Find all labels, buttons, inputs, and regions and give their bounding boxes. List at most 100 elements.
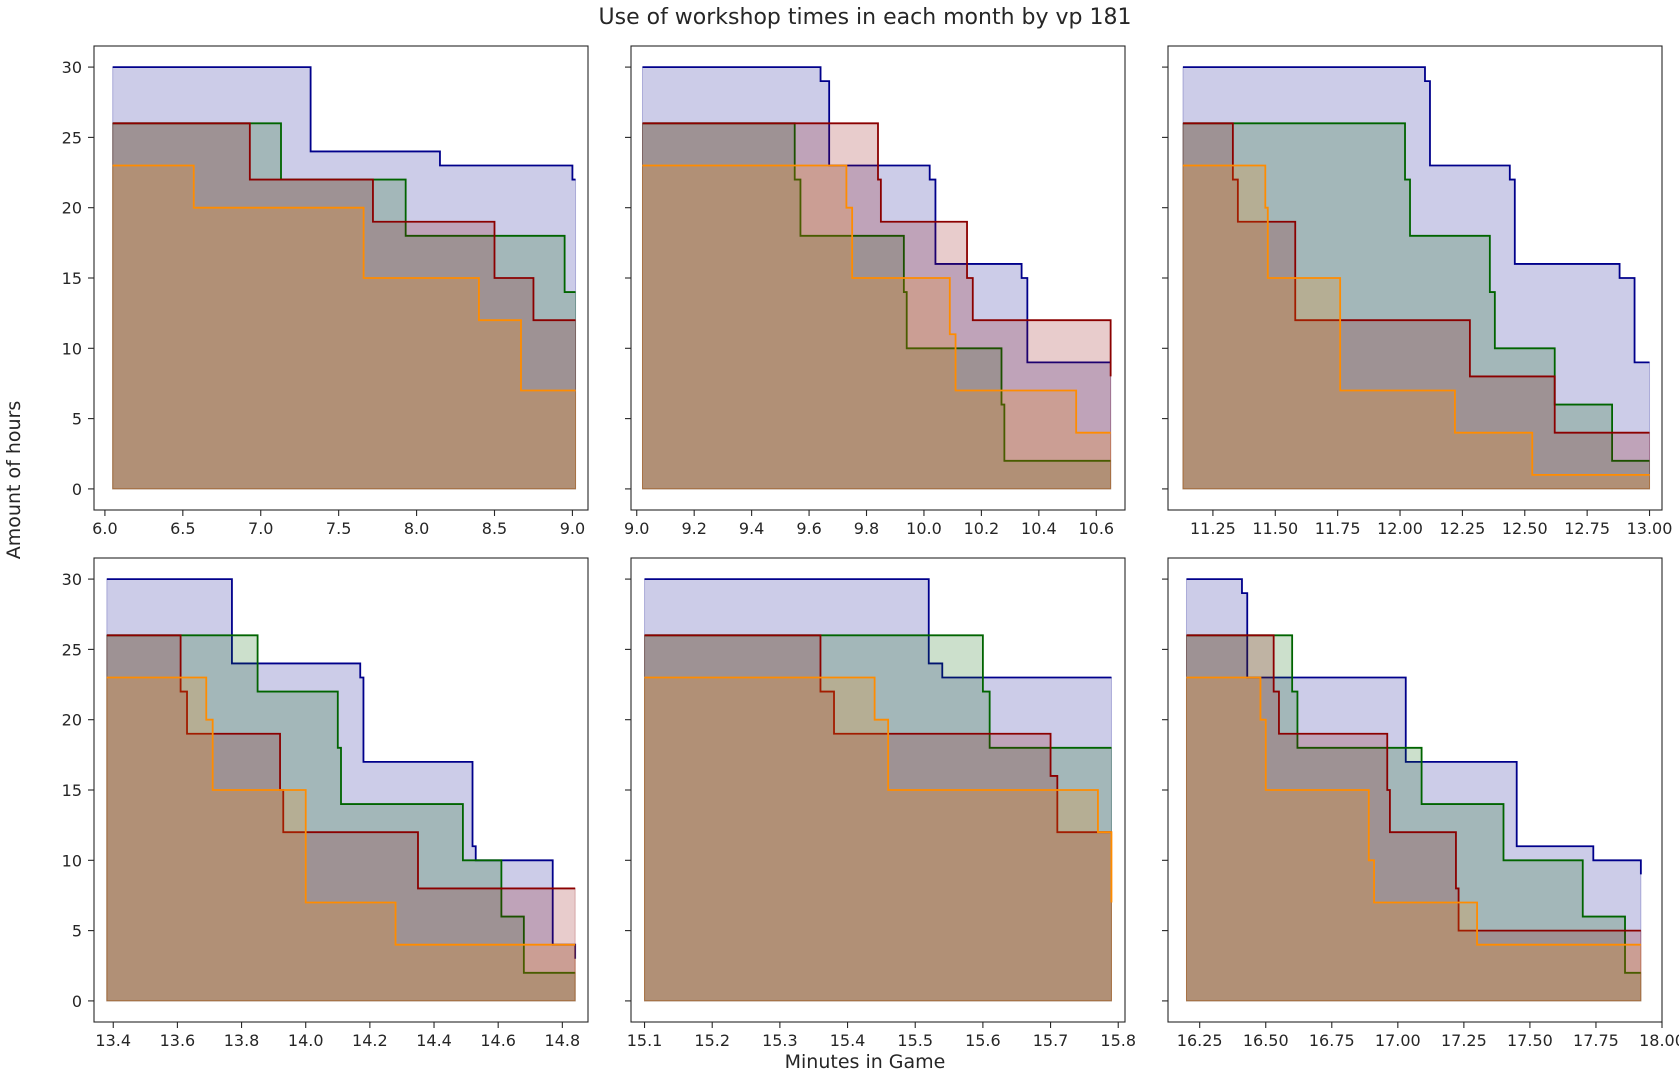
series-green-line-1 bbox=[112, 122, 576, 293]
plot-area-5 bbox=[644, 578, 1113, 1002]
x-tick-label: 6.5 bbox=[170, 519, 195, 538]
x-tick-label: 17.50 bbox=[1507, 1031, 1553, 1050]
series-green-line-6 bbox=[1186, 634, 1641, 974]
series-blue-line-2 bbox=[642, 66, 1111, 364]
x-tick-label: 13.4 bbox=[95, 1031, 131, 1050]
subplot-4: 13.4 13.6 13.8 14.0 14.2 14.4 14.6 14.8 0 5 10 15 20… bbox=[62, 557, 589, 1050]
x-tick-label: 17.25 bbox=[1441, 1031, 1487, 1050]
x-tick-label: 17.00 bbox=[1375, 1031, 1421, 1050]
plot-area-1 bbox=[112, 66, 577, 490]
y-tick-label: 30 bbox=[62, 570, 82, 589]
x-tick-label: 15.6 bbox=[965, 1031, 1001, 1050]
x-tick-label: 12.50 bbox=[1502, 519, 1548, 538]
x-tick-label: 11.25 bbox=[1190, 519, 1236, 538]
x-tick-label: 14.0 bbox=[288, 1031, 324, 1050]
series-green-line-4 bbox=[106, 634, 576, 974]
x-tick-label: 13.00 bbox=[1627, 519, 1673, 538]
x-tick-label: 7.0 bbox=[248, 519, 273, 538]
y-tick-label: 25 bbox=[62, 128, 82, 147]
series-red-line-2 bbox=[642, 122, 1112, 377]
x-tick-label: 8.5 bbox=[482, 519, 507, 538]
x-tick-label: 7.5 bbox=[326, 519, 351, 538]
x-tick-label: 9.6 bbox=[796, 519, 821, 538]
x-tick-label: 18.00 bbox=[1639, 1031, 1679, 1050]
x-tick-label: 6.0 bbox=[92, 519, 117, 538]
x-tick-label: 10.2 bbox=[964, 519, 1000, 538]
x-tick-label: 13.6 bbox=[160, 1031, 196, 1050]
series-red-line-4 bbox=[106, 634, 576, 890]
plot-area-4 bbox=[106, 578, 577, 1002]
x-tick-label: 16.25 bbox=[1177, 1031, 1223, 1050]
y-tick-label: 15 bbox=[62, 781, 82, 800]
y-tick-label: 5 bbox=[72, 410, 82, 429]
subplot-1: 6.0 6.5 7.0 7.5 8.0 8.5 9.0 0 5 10 15 20 25 30 bbox=[62, 45, 589, 538]
x-tick-label: 13.8 bbox=[224, 1031, 260, 1050]
series-orange-line-4 bbox=[106, 676, 576, 946]
x-axis-label: Minutes in Game bbox=[785, 1051, 946, 1073]
plot-area-2 bbox=[641, 66, 1112, 490]
y-tick-label: 25 bbox=[62, 640, 82, 659]
x-tick-label: 15.2 bbox=[694, 1031, 730, 1050]
x-tick-label: 15.3 bbox=[762, 1031, 798, 1050]
plot-area-6 bbox=[1185, 578, 1642, 1002]
series-orange-line-6 bbox=[1186, 676, 1641, 946]
x-tick-label: 14.8 bbox=[545, 1031, 581, 1050]
series-red-line-3 bbox=[1182, 122, 1650, 434]
x-tick-label: 17.75 bbox=[1573, 1031, 1619, 1050]
y-tick-label: 20 bbox=[62, 199, 82, 218]
subplot-6: 16.25 16.50 16.75 17.00 17.25 17.50 17.75 18.00 bbox=[1162, 557, 1679, 1050]
series-red-line-5 bbox=[644, 634, 1112, 834]
series-blue-line-1 bbox=[112, 66, 576, 181]
x-tick-label: 8.0 bbox=[404, 519, 429, 538]
y-tick-label: 30 bbox=[62, 58, 82, 77]
x-tick-label: 10.6 bbox=[1078, 519, 1114, 538]
series-blue-line-6 bbox=[1186, 578, 1642, 875]
x-tick-label: 15.7 bbox=[1033, 1031, 1069, 1050]
x-tick-label: 15.1 bbox=[627, 1031, 663, 1050]
plot-area-3 bbox=[1182, 66, 1651, 490]
x-tick-label: 16.50 bbox=[1243, 1031, 1289, 1050]
x-tick-label: 12.75 bbox=[1564, 519, 1610, 538]
x-tick-label: 14.4 bbox=[416, 1031, 452, 1050]
y-tick-label: 10 bbox=[62, 851, 82, 870]
x-tick-label: 10.0 bbox=[906, 519, 942, 538]
x-tick-label: 9.0 bbox=[624, 519, 649, 538]
x-tick-label: 14.6 bbox=[480, 1031, 516, 1050]
x-tick-label: 15.8 bbox=[1100, 1031, 1136, 1050]
x-tick-label: 15.4 bbox=[830, 1031, 866, 1050]
y-tick-label: 20 bbox=[62, 711, 82, 730]
y-tick-label: 10 bbox=[62, 339, 82, 358]
series-orange-line-1 bbox=[112, 164, 576, 392]
series-blue-line-3 bbox=[1182, 66, 1650, 364]
series-red-line-1 bbox=[112, 122, 576, 322]
subplot-5: 15.1 15.2 15.3 15.4 15.5 15.6 15.7 15.8 bbox=[625, 557, 1136, 1050]
series-red-line-6 bbox=[1186, 634, 1641, 932]
figure-title: Use of workshop times in each month by v… bbox=[599, 5, 1132, 30]
x-tick-label: 11.50 bbox=[1252, 519, 1298, 538]
series-orange-line-2 bbox=[642, 164, 1111, 434]
x-tick-label: 11.75 bbox=[1315, 519, 1361, 538]
x-tick-label: 14.2 bbox=[352, 1031, 388, 1050]
x-tick-label: 12.00 bbox=[1377, 519, 1423, 538]
y-tick-label: 0 bbox=[72, 992, 82, 1011]
subplot-2: 9.0 9.2 9.4 9.6 9.8 10.0 10.2 10.4 10.6 bbox=[624, 45, 1126, 538]
series-orange-line-3 bbox=[1182, 164, 1650, 476]
y-tick-label: 5 bbox=[72, 922, 82, 941]
y-axis-label: Amount of hours bbox=[3, 401, 25, 559]
y-tick-label: 15 bbox=[62, 269, 82, 288]
x-tick-label: 9.4 bbox=[739, 519, 764, 538]
x-tick-label: 9.0 bbox=[560, 519, 585, 538]
series-orange-line-5 bbox=[644, 676, 1113, 903]
x-tick-label: 9.8 bbox=[854, 519, 879, 538]
series-green-line-2 bbox=[642, 122, 1111, 462]
subplot-3: 11.25 11.50 11.75 12.00 12.25 12.50 12.75 13.00 bbox=[1162, 45, 1673, 538]
series-blue-line-5 bbox=[644, 578, 1112, 679]
x-tick-label: 16.75 bbox=[1309, 1031, 1355, 1050]
x-tick-label: 15.5 bbox=[897, 1031, 933, 1050]
series-green-line-3 bbox=[1182, 122, 1650, 462]
series-blue-line-4 bbox=[106, 578, 577, 959]
series-green-line-5 bbox=[644, 634, 1112, 749]
x-tick-label: 12.25 bbox=[1439, 519, 1485, 538]
